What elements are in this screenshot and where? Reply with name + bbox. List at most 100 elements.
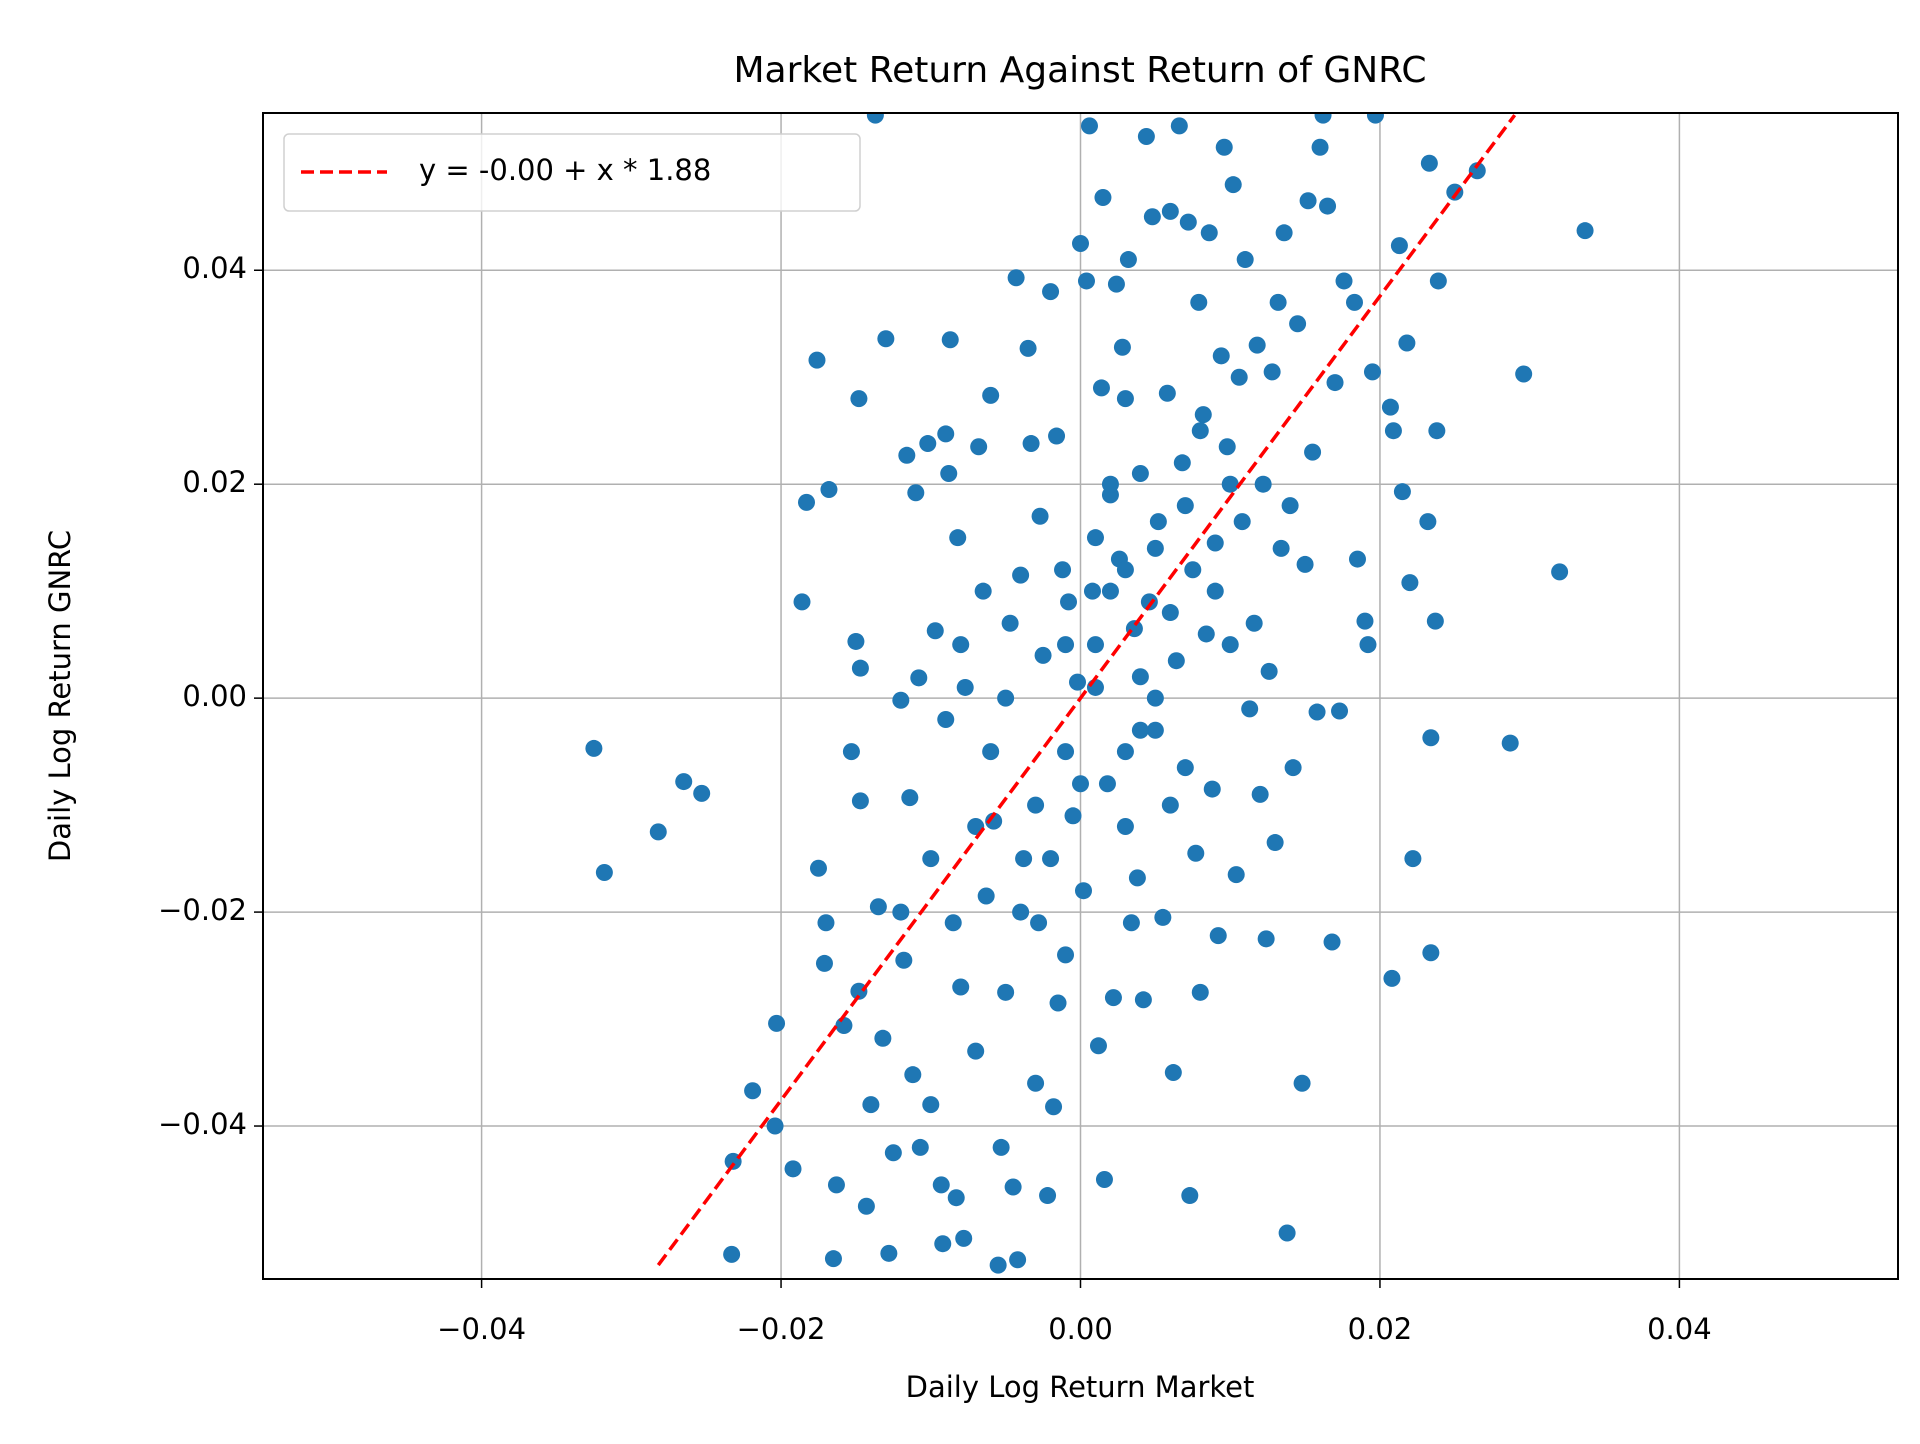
scatter-point	[1170, 117, 1188, 135]
scatter-point	[1221, 636, 1239, 654]
scatter-point	[693, 784, 711, 802]
scatter-point	[904, 1066, 922, 1084]
scatter-point	[1224, 176, 1242, 194]
scatter-point	[1191, 983, 1209, 1001]
scatter-point	[1098, 775, 1116, 793]
scatter-point	[1515, 365, 1533, 383]
scatter-point	[1194, 406, 1212, 424]
scatter-point	[977, 887, 995, 905]
scatter-point	[1019, 339, 1037, 357]
scatter-point	[1296, 555, 1314, 573]
scatter-point	[898, 446, 916, 464]
scatter-point	[1393, 483, 1411, 501]
scatter-point	[1281, 497, 1299, 515]
scatter-point	[1419, 513, 1437, 531]
scatter-point	[1420, 154, 1438, 172]
scatter-point	[595, 864, 613, 882]
scatter-point	[1042, 283, 1060, 301]
scatter-point	[1004, 1178, 1022, 1196]
scatter-point	[793, 593, 811, 611]
scatter-point	[1272, 539, 1290, 557]
scatter-point	[798, 493, 816, 511]
scatter-point	[919, 435, 937, 453]
scatter-point	[911, 1138, 929, 1156]
scatter-point	[1173, 454, 1191, 472]
scatter-point	[1143, 208, 1161, 226]
scatter-point	[926, 622, 944, 640]
scatter-point	[1080, 117, 1098, 135]
scatter-point	[947, 1189, 965, 1207]
scatter-point	[1323, 933, 1341, 951]
scatter-point	[1221, 475, 1239, 493]
scatter-point	[744, 1082, 762, 1100]
scatter-point	[1206, 534, 1224, 552]
scatter-point	[768, 1014, 786, 1032]
scatter-point	[1319, 197, 1337, 215]
scatter-point	[1131, 668, 1149, 686]
scatter-point	[1551, 563, 1569, 581]
legend: y = -0.00 + x * 1.88	[283, 133, 861, 212]
scatter-point	[937, 425, 955, 443]
scatter-point	[585, 739, 603, 757]
x-tick-label: 0.04	[1647, 1312, 1712, 1346]
scatter-point	[1131, 721, 1149, 739]
scatter-point	[949, 529, 967, 547]
scatter-point	[895, 951, 913, 969]
scatter-point	[1161, 202, 1179, 220]
scatter-point	[967, 1042, 985, 1060]
scatter-point	[1260, 662, 1278, 680]
scatter-point	[847, 632, 865, 650]
scatter-point	[934, 1235, 952, 1253]
scatter-point	[1289, 315, 1307, 333]
scatter-point	[1107, 275, 1125, 293]
scatter-point	[1007, 269, 1025, 287]
scatter-point	[851, 659, 869, 677]
scatter-point	[1326, 374, 1344, 392]
scatter-point	[1398, 334, 1416, 352]
scatter-point	[1101, 582, 1119, 600]
scatter-point	[1057, 946, 1075, 964]
scatter-point	[1057, 636, 1075, 654]
scatter-point	[815, 954, 833, 972]
scatter-point	[1086, 636, 1104, 654]
scatter-point	[1131, 464, 1149, 482]
scatter-point	[1278, 1224, 1296, 1242]
y-tick-label: −0.02	[158, 893, 247, 927]
scatter-point	[766, 1117, 784, 1135]
y-tick-label: 0.04	[182, 251, 247, 285]
scatter-point	[1161, 604, 1179, 622]
scatter-point	[907, 484, 925, 502]
scatter-point	[1215, 138, 1233, 156]
scatter-point	[1422, 729, 1440, 747]
scatter-point	[1190, 293, 1208, 311]
scatter-point	[1009, 1251, 1027, 1269]
scatter-point	[1356, 612, 1374, 630]
scatter-point	[1468, 162, 1486, 180]
scatter-point	[1426, 612, 1444, 630]
y-tick-label: 0.02	[182, 465, 247, 499]
scatter-point	[1191, 422, 1209, 440]
scatter-point	[1012, 566, 1030, 584]
scatter-point	[1366, 113, 1384, 124]
scatter-point	[1236, 251, 1254, 269]
scatter-point	[1116, 743, 1134, 761]
scatter-point	[1064, 807, 1082, 825]
scatter-point	[944, 914, 962, 932]
scatter-point	[1203, 780, 1221, 798]
scatter-point	[1359, 636, 1377, 654]
scatter-point	[1335, 272, 1353, 290]
scatter-point	[1293, 1074, 1311, 1092]
scatter-point	[901, 789, 919, 807]
scatter-point	[1116, 818, 1134, 836]
scatter-point	[1069, 673, 1087, 691]
scatter-point	[1308, 703, 1326, 721]
scatter-point	[809, 859, 827, 877]
scatter-point	[1072, 235, 1089, 253]
scatter-point	[1146, 689, 1164, 707]
scatter-point	[1092, 379, 1110, 397]
scatter-point	[862, 1096, 880, 1114]
scatter-point	[1146, 539, 1164, 557]
scatter-point	[989, 1256, 1007, 1274]
